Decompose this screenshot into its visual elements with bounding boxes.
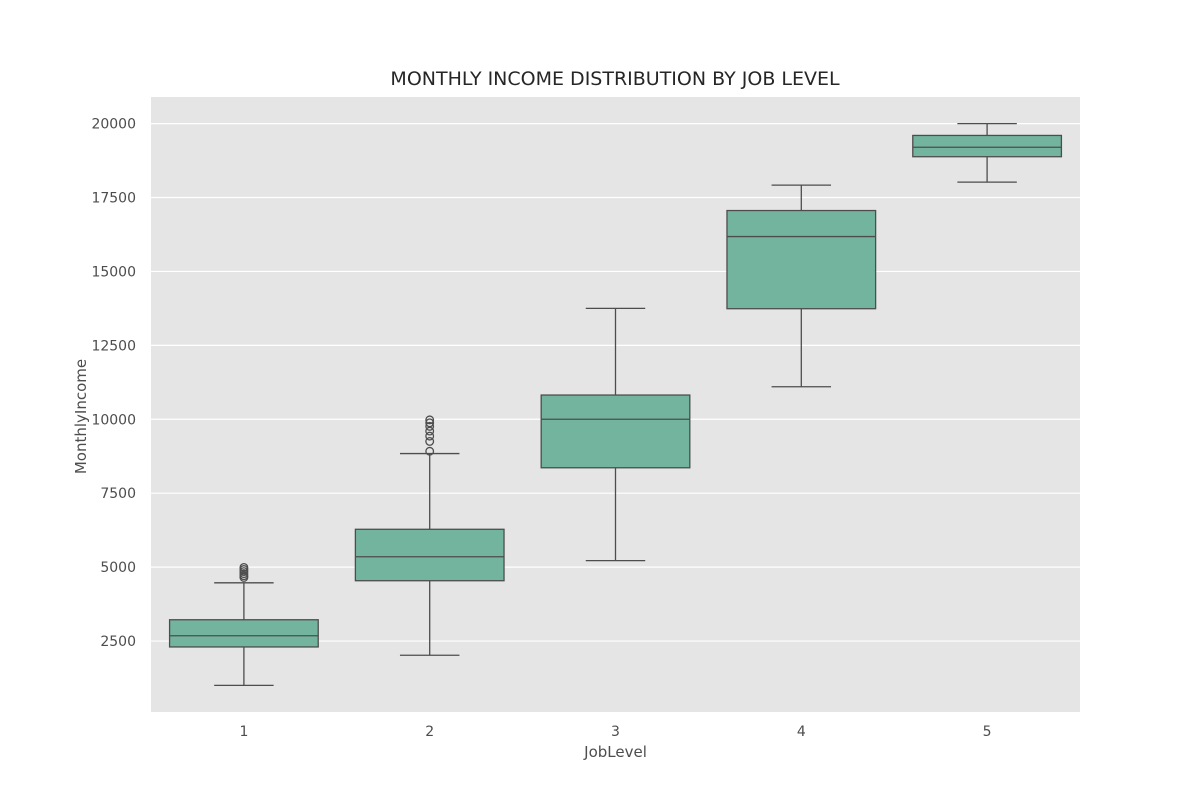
x-tick-label-3: 3 — [611, 724, 620, 740]
box-group-4 — [726, 184, 877, 388]
y-axis-ticks: 2500 5000 7500 10000 12500 15000 17500 20000 — [91, 117, 136, 650]
outlier-2-4 — [425, 421, 435, 431]
chart-title: MONTHLY INCOME DISTRIBUTION BY JOB LEVEL — [390, 68, 840, 90]
box-series — [168, 122, 1063, 687]
outlier-2-2 — [425, 431, 435, 441]
x-axis-label: JobLevel — [583, 743, 647, 761]
box-group-1 — [168, 562, 319, 687]
outlier-2-3 — [425, 426, 435, 436]
y-tick-label-15000: 15000 — [91, 264, 136, 280]
box-group-5 — [912, 122, 1063, 183]
x-tick-label-4: 4 — [797, 724, 806, 740]
box-3 — [540, 394, 691, 469]
x-tick-label-1: 1 — [239, 724, 248, 740]
y-tick-label-20000: 20000 — [91, 117, 136, 133]
box-1 — [168, 619, 319, 648]
outlier-2-6 — [425, 415, 435, 425]
box-2 — [354, 528, 505, 582]
y-tick-label-5000: 5000 — [100, 560, 136, 576]
x-tick-label-5: 5 — [983, 724, 992, 740]
y-tick-label-12500: 12500 — [91, 338, 136, 354]
box-5 — [912, 134, 1063, 158]
box-group-2 — [354, 415, 505, 656]
x-axis-ticks: 1 2 3 4 5 — [239, 724, 991, 740]
outlier-2-0 — [425, 446, 435, 456]
y-tick-label-7500: 7500 — [100, 486, 136, 502]
box-4 — [726, 209, 877, 310]
box-group-3 — [540, 307, 691, 562]
x-tick-label-2: 2 — [425, 724, 434, 740]
y-tick-label-10000: 10000 — [91, 412, 136, 428]
grid-lines — [151, 123, 1080, 642]
y-tick-label-17500: 17500 — [91, 191, 136, 207]
y-tick-label-2500: 2500 — [100, 634, 136, 650]
y-axis-label: MonthlyIncome — [72, 359, 90, 474]
outlier-2-5 — [425, 418, 435, 428]
outlier-2-1 — [425, 437, 435, 446]
outlier-1-5 — [239, 562, 249, 572]
